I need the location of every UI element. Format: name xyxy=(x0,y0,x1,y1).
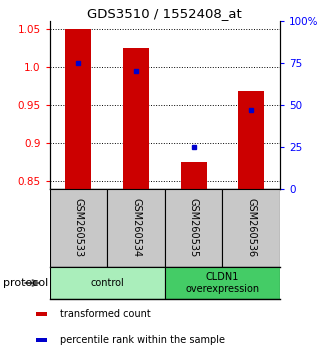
Text: GSM260536: GSM260536 xyxy=(246,199,256,258)
Bar xyxy=(181,162,207,189)
Text: GSM260533: GSM260533 xyxy=(73,199,84,258)
Bar xyxy=(165,267,280,299)
Bar xyxy=(36,338,47,342)
Bar xyxy=(50,267,165,299)
Bar xyxy=(66,29,92,189)
Text: transformed count: transformed count xyxy=(60,309,151,319)
Bar xyxy=(50,189,107,267)
Title: GDS3510 / 1552408_at: GDS3510 / 1552408_at xyxy=(87,7,242,20)
Text: control: control xyxy=(90,278,124,288)
Bar xyxy=(238,91,264,189)
Text: GSM260534: GSM260534 xyxy=(131,199,141,258)
Text: GSM260535: GSM260535 xyxy=(188,198,199,258)
Text: percentile rank within the sample: percentile rank within the sample xyxy=(60,335,225,345)
Text: CLDN1
overexpression: CLDN1 overexpression xyxy=(185,272,260,294)
Bar xyxy=(222,189,280,267)
Bar xyxy=(165,189,222,267)
Bar xyxy=(123,48,149,189)
Bar xyxy=(107,189,165,267)
Bar xyxy=(36,313,47,316)
Text: protocol: protocol xyxy=(3,278,48,288)
